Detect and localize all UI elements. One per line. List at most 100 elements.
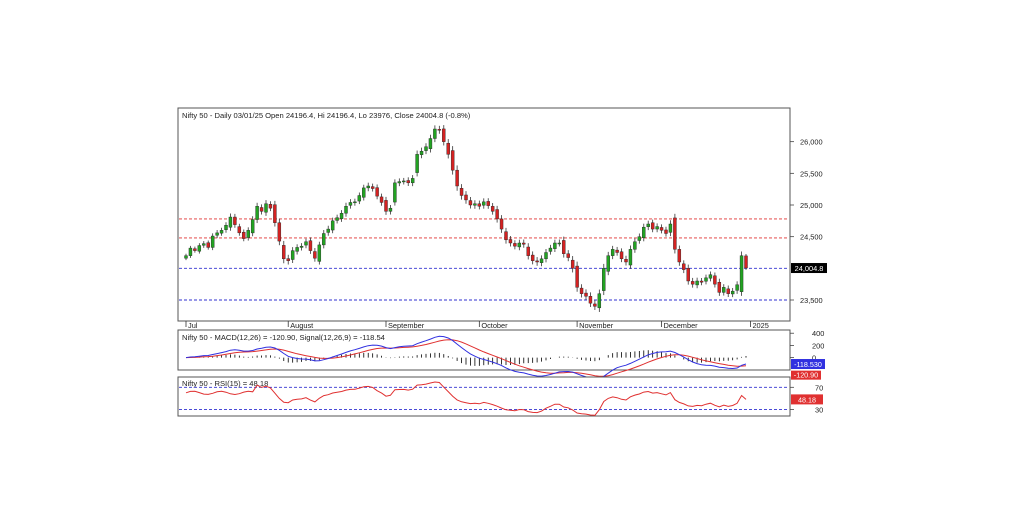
candle-body-115 xyxy=(695,280,699,286)
candle-body-23 xyxy=(286,258,290,261)
macd-y-tick-label-0: 400 xyxy=(812,329,824,338)
candle-body-86 xyxy=(566,253,570,258)
price-y-tick-label-3: 24,500 xyxy=(800,233,823,242)
candle-body-113 xyxy=(686,268,690,282)
candle-body-11 xyxy=(233,216,237,225)
x-tick-label-2: September xyxy=(388,321,425,330)
candle-body-71 xyxy=(499,218,504,230)
candle-body-17 xyxy=(259,207,264,212)
candle-body-6 xyxy=(210,235,215,248)
candle-body-108 xyxy=(664,229,668,234)
candle-body-89 xyxy=(579,287,584,294)
candle-body-1 xyxy=(188,247,193,256)
candle-body-63 xyxy=(464,194,468,201)
candle-body-114 xyxy=(690,281,695,285)
candle-body-24 xyxy=(290,250,295,260)
candle-body-75 xyxy=(517,242,522,248)
candle-body-10 xyxy=(228,216,233,228)
candle-body-22 xyxy=(282,245,286,260)
x-tick-label-1: August xyxy=(290,321,313,330)
candle-body-87 xyxy=(570,259,575,269)
candle-body-54 xyxy=(424,146,428,151)
candle-body-119 xyxy=(713,275,717,285)
candle-body-70 xyxy=(495,209,499,220)
candle-body-67 xyxy=(482,201,486,206)
candle-body-59 xyxy=(446,142,450,155)
candle-body-77 xyxy=(526,246,530,256)
candle-body-45 xyxy=(384,200,388,212)
rsi-panel-title: Nifty 50 - RSI(15) = 48.18 xyxy=(182,379,268,388)
candle-body-56 xyxy=(433,128,437,139)
candle-body-81 xyxy=(544,252,548,260)
signal-value-label: -120.90 xyxy=(794,371,818,380)
macd-signal-line xyxy=(185,339,747,377)
candle-body-8 xyxy=(219,230,224,234)
candle-body-62 xyxy=(459,188,464,196)
candle-body-25 xyxy=(295,247,299,252)
candle-body-27 xyxy=(304,241,308,246)
candle-body-40 xyxy=(362,187,366,198)
price-panel-frame xyxy=(177,107,791,322)
candle-body-116 xyxy=(699,280,704,283)
candle-body-43 xyxy=(375,187,379,197)
price-y-tick-label-1: 25,500 xyxy=(800,169,823,178)
last-price-marker xyxy=(791,263,827,274)
candle-body-124 xyxy=(735,284,739,291)
x-tick-label-0: Jul xyxy=(188,321,198,330)
rsi-panel-frame xyxy=(177,376,791,417)
candle-body-100 xyxy=(628,249,633,266)
candle-body-41 xyxy=(366,185,370,189)
candle-body-72 xyxy=(504,231,508,241)
x-tick-label-4: November xyxy=(579,321,614,330)
candle-body-9 xyxy=(224,225,228,230)
candle-body-47 xyxy=(393,182,397,203)
candle-body-33 xyxy=(330,220,335,231)
candle-body-53 xyxy=(419,150,424,155)
candle-body-82 xyxy=(548,247,553,252)
candle-body-96 xyxy=(610,249,615,256)
candle-body-68 xyxy=(486,201,490,206)
macd-y-tick-label-2: 0 xyxy=(812,354,816,363)
candle-body-117 xyxy=(704,277,708,282)
candle-body-3 xyxy=(197,245,202,252)
candle-body-42 xyxy=(370,186,375,189)
candle-body-46 xyxy=(388,207,393,212)
candle-body-66 xyxy=(477,203,482,207)
candle-body-21 xyxy=(277,222,282,242)
price-panel-title: Nifty 50 - Daily 03/01/25 Open 24196.4, … xyxy=(182,111,471,120)
macd-value-label: -118.530 xyxy=(794,360,822,369)
candle-body-103 xyxy=(642,226,646,239)
candle-body-101 xyxy=(633,241,637,250)
candle-body-16 xyxy=(255,206,259,220)
candle-body-28 xyxy=(308,240,313,251)
candle-body-123 xyxy=(730,290,735,295)
candle-body-98 xyxy=(619,251,624,260)
candle-body-29 xyxy=(313,251,317,259)
price-candles xyxy=(184,125,748,312)
candle-body-69 xyxy=(490,206,495,212)
macd-plot xyxy=(185,335,747,380)
candle-body-79 xyxy=(535,260,539,263)
candle-body-0 xyxy=(184,255,188,259)
price-y-tick-label-4: 23,500 xyxy=(800,296,823,305)
candle-body-102 xyxy=(637,236,642,241)
candle-body-104 xyxy=(646,223,650,227)
candle-body-31 xyxy=(322,233,326,246)
macd-y-axis: 400 200 0-118.530 -120.90 xyxy=(790,329,825,380)
macd-panel-title: Nifty 50 - MACD(12,26) = -120.90, Signal… xyxy=(182,333,385,342)
candle-body-65 xyxy=(473,203,477,206)
candle-body-121 xyxy=(722,287,726,293)
candle-body-83 xyxy=(553,242,557,249)
candle-body-55 xyxy=(428,138,433,149)
rsi-value-label: 48.18 xyxy=(798,395,816,404)
candle-body-99 xyxy=(624,259,628,263)
candle-body-97 xyxy=(615,249,619,253)
candle-body-122 xyxy=(726,288,730,294)
candle-body-26 xyxy=(299,245,304,248)
candle-body-93 xyxy=(597,293,602,309)
candle-body-120 xyxy=(717,281,722,293)
macd-panel: Nifty 50 - MACD(12,26) = -120.90, Signal… xyxy=(177,329,825,380)
